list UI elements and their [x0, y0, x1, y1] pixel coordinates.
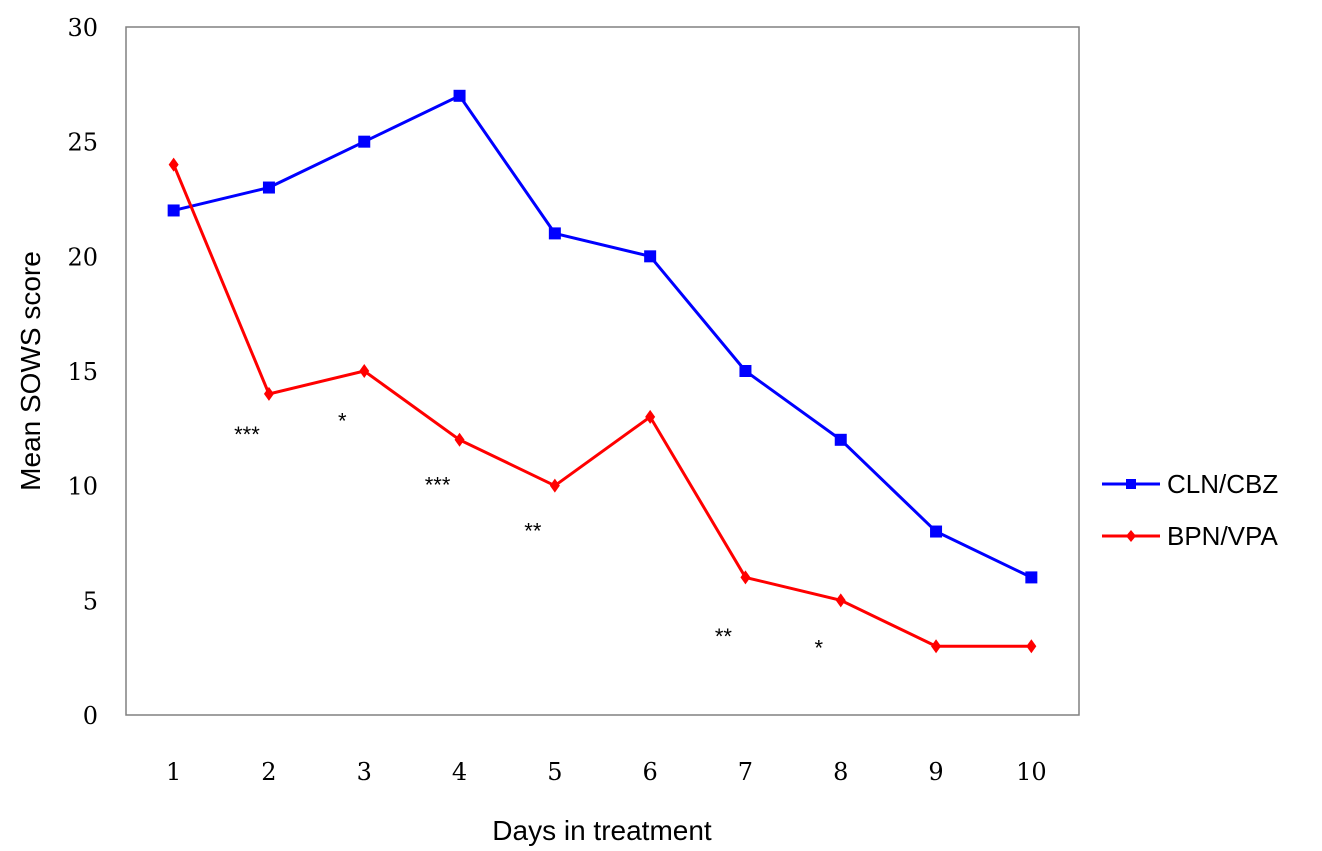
- x-tick-label: 4: [452, 758, 467, 786]
- data-point: [359, 364, 370, 378]
- data-point: [549, 478, 560, 493]
- series-cln-cbz: [167, 89, 1038, 584]
- significance-marker: ***: [425, 473, 451, 498]
- y-tick-label: 20: [67, 243, 98, 271]
- legend-marker: [1126, 479, 1136, 489]
- x-tick-label: 5: [547, 758, 562, 786]
- y-tick-labels: 0 5 10 15 20 25 30: [67, 14, 98, 730]
- y-tick-label: 5: [83, 587, 98, 615]
- y-tick-label: 30: [67, 14, 98, 42]
- significance-marker: *: [814, 635, 823, 660]
- data-point: [454, 432, 465, 447]
- data-point: [739, 365, 752, 377]
- data-point: [645, 409, 656, 424]
- significance-marker: ***: [234, 422, 260, 447]
- plot-area: [125, 26, 1080, 716]
- x-tick-label: 1: [166, 758, 181, 786]
- significance-marker: **: [715, 624, 733, 649]
- x-tick-labels: 1 2 3 4 5 6 7 8 9 10: [166, 758, 1047, 786]
- x-tick-label: 6: [643, 758, 658, 786]
- data-point: [453, 89, 466, 102]
- data-point: [930, 525, 943, 538]
- significance-marker: *: [338, 408, 347, 433]
- series-line: [173, 93, 1033, 579]
- data-point: [740, 570, 751, 585]
- data-point: [358, 135, 371, 148]
- data-point: [1025, 571, 1038, 584]
- data-point: [167, 204, 180, 217]
- legend-item: BPN/VPA: [1102, 521, 1278, 551]
- data-point: [262, 181, 275, 194]
- legend-label: BPN/VPA: [1167, 521, 1278, 551]
- x-tick-label: 8: [833, 758, 848, 786]
- y-tick-label: 0: [83, 702, 98, 730]
- y-axis-label: Mean SOWS score: [15, 251, 46, 491]
- data-point: [168, 157, 179, 172]
- data-point: [834, 433, 847, 446]
- series-layer: [167, 89, 1038, 654]
- x-axis-label: Days in treatment: [492, 815, 712, 846]
- data-point: [1026, 639, 1037, 654]
- y-tick-label: 25: [67, 129, 98, 157]
- x-tick-label: 7: [738, 758, 753, 786]
- data-point: [835, 593, 846, 608]
- x-tick-label: 3: [357, 758, 372, 786]
- significance-marker: **: [524, 518, 542, 543]
- y-tick-label: 10: [67, 473, 98, 501]
- series-bpn-vpa: [168, 157, 1037, 654]
- data-point: [263, 386, 274, 401]
- x-tick-label: 10: [1016, 758, 1047, 786]
- legend-item: CLN/CBZ: [1102, 469, 1278, 499]
- data-point: [931, 639, 942, 654]
- data-point: [548, 227, 561, 240]
- series-line: [172, 164, 1032, 648]
- legend: CLN/CBZ BPN/VPA: [1102, 469, 1278, 551]
- legend-label: CLN/CBZ: [1167, 469, 1278, 499]
- x-tick-label: 9: [928, 758, 943, 786]
- x-tick-label: 2: [261, 758, 276, 786]
- significance-annotations: *********** *: [234, 408, 823, 660]
- y-tick-label: 15: [67, 358, 98, 386]
- data-point: [644, 250, 657, 263]
- legend-marker: [1126, 530, 1136, 542]
